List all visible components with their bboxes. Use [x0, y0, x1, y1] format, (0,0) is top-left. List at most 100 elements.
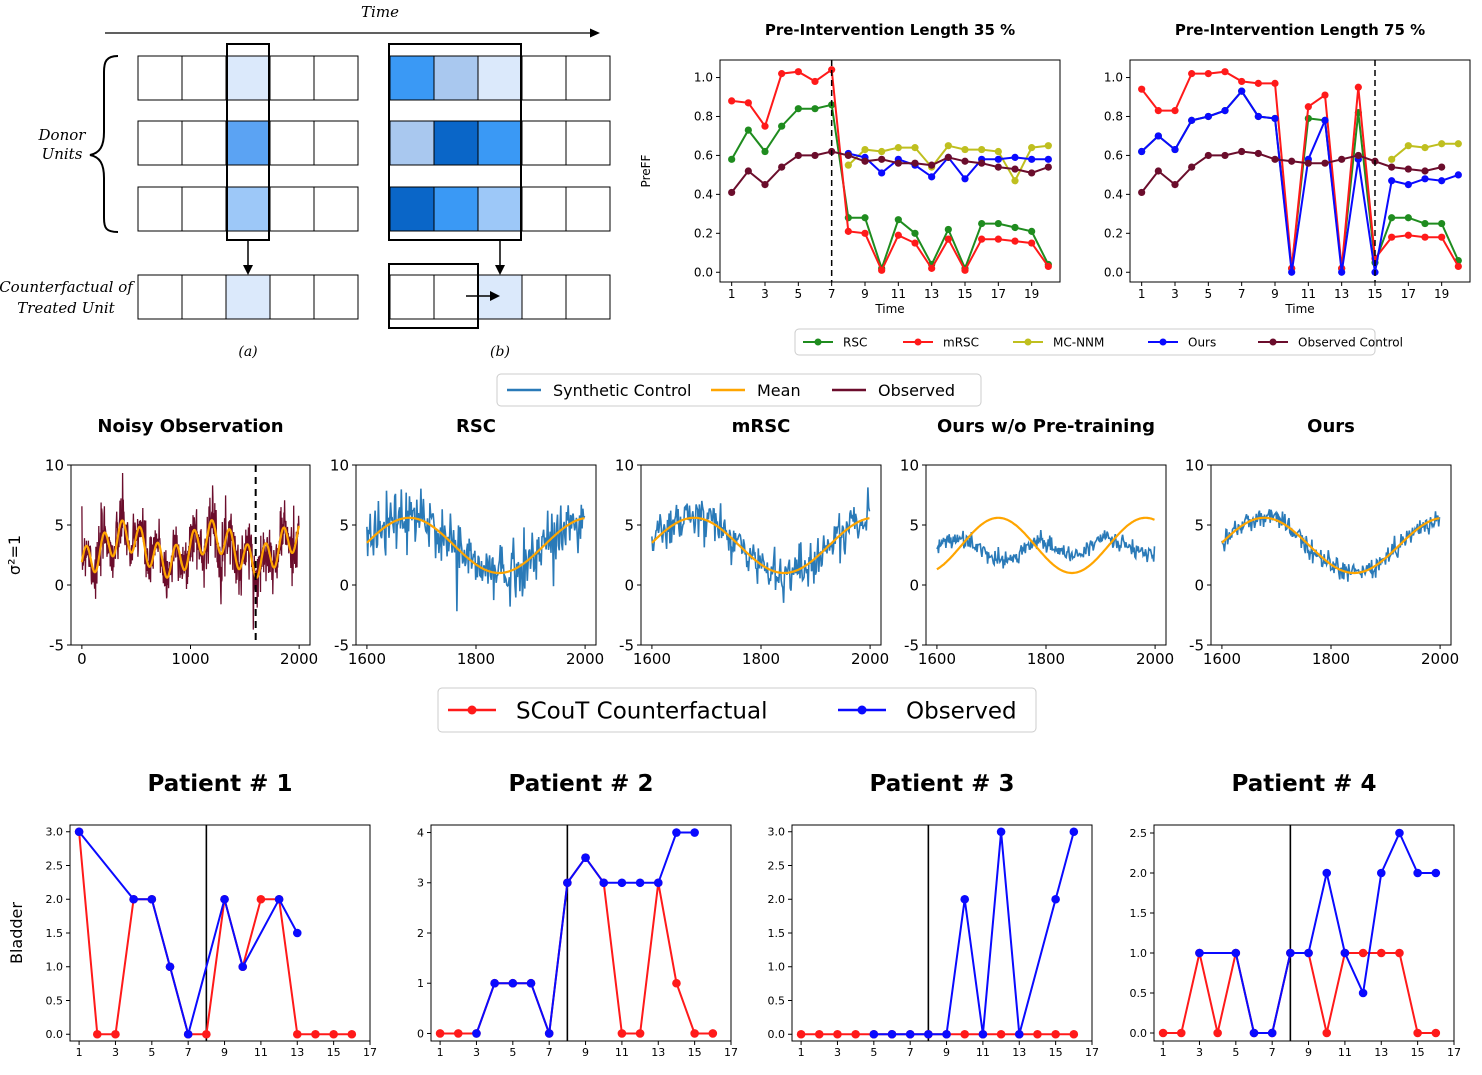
- y-tick-label: 5: [54, 516, 64, 534]
- data-point: [1011, 165, 1019, 173]
- y-tick-label: 1.0: [1130, 947, 1148, 960]
- y-tick-label: 2.0: [1130, 867, 1148, 880]
- legend-label: Mean: [757, 381, 801, 400]
- data-point: [1188, 116, 1196, 124]
- data-point: [1195, 948, 1204, 958]
- data-point: [1188, 163, 1196, 171]
- data-point: [1395, 948, 1404, 958]
- plot-area: [366, 488, 586, 612]
- data-point: [1044, 142, 1052, 150]
- a-donor-row3-cell: [181, 186, 227, 232]
- y-axis-label: Bladder: [7, 902, 26, 964]
- x-tick-label: 1800: [1027, 650, 1065, 668]
- data-point: [1271, 79, 1279, 87]
- data-point: [544, 1029, 554, 1038]
- x-tick-label: 13: [1334, 287, 1349, 301]
- legend-top: RSC mRSC MC-NNM Ours Observed Control: [794, 328, 1403, 356]
- y-tick-label: -5: [904, 636, 919, 654]
- chart-title: Ours w/o Pre-training: [937, 416, 1155, 437]
- legend-marker: [1024, 338, 1032, 346]
- x-axis-label: Time: [1284, 302, 1314, 316]
- data-point: [961, 266, 969, 274]
- y-tick-label: 1.0: [46, 961, 64, 974]
- data-point: [563, 878, 572, 888]
- data-point: [978, 235, 986, 243]
- data-point: [1028, 144, 1036, 152]
- b-cf-row-cell: [433, 274, 479, 320]
- mean-line: [366, 516, 585, 575]
- data-point: [1404, 142, 1412, 150]
- y-tick-label: 2.5: [1130, 827, 1148, 840]
- series-line-observed: [873, 831, 1075, 1036]
- chart-title: Patient # 2: [509, 771, 654, 797]
- x-tick-label: 7: [185, 1046, 192, 1059]
- x-tick-label: 1600: [918, 650, 956, 668]
- y-tick-label: 1.0: [768, 961, 786, 974]
- data-point: [794, 151, 802, 160]
- x-tick-label: 9: [1271, 287, 1279, 301]
- legend-frame: [794, 328, 1376, 356]
- y-axis-label: PreFF: [639, 154, 653, 187]
- chart-rsc: 1600 1800 2000 -5 0 5 10 RSC: [330, 416, 604, 668]
- data-point: [1288, 157, 1296, 165]
- data-point: [996, 1029, 1006, 1039]
- data-point: [911, 144, 919, 152]
- y-tick-label: 2.0: [768, 893, 786, 906]
- legend-marker: [1269, 338, 1277, 346]
- data-point: [1011, 223, 1019, 232]
- plot-frame: [925, 464, 1167, 646]
- data-point: [147, 894, 157, 904]
- data-point: [526, 978, 536, 988]
- data-point: [861, 145, 869, 154]
- x-tick-label: 2000: [566, 650, 604, 668]
- chart-title: Noisy Observation: [97, 416, 283, 437]
- data-point: [453, 1029, 463, 1038]
- data-point: [220, 894, 229, 904]
- chart-title: Pre-Intervention Length 35 %: [765, 21, 1015, 39]
- y-tick-label: 0.4: [694, 188, 713, 202]
- b-donor-row3-cell: [433, 186, 479, 232]
- data-point: [274, 894, 284, 904]
- data-point: [1154, 107, 1162, 115]
- y-tick-label: 3: [417, 877, 424, 890]
- x-tick-label: 15: [957, 287, 972, 301]
- y-tick-label: 0: [339, 576, 349, 594]
- b-down-arrow-head: [495, 265, 505, 275]
- data-point: [978, 1029, 988, 1039]
- a-donor-row1-cell: [313, 55, 359, 101]
- b-donor-row2-cell: [477, 120, 523, 166]
- data-point: [635, 878, 645, 888]
- synthetic-control-line: [936, 530, 1156, 569]
- y-tick-label: 0.8: [694, 110, 713, 124]
- a-cf-row-cell: [269, 274, 315, 320]
- y-tick-label: 0.0: [1104, 265, 1123, 279]
- legend-marker: [1159, 338, 1167, 346]
- data-point: [944, 142, 952, 150]
- data-point: [74, 827, 84, 837]
- x-tick-label: 7: [1238, 287, 1246, 301]
- a-cf-row-cell: [313, 274, 359, 320]
- data-point: [811, 105, 819, 113]
- data-point: [1376, 868, 1386, 878]
- x-tick-label: 0: [77, 650, 87, 668]
- x-tick-label: 17: [991, 287, 1006, 301]
- y-tick-label: 5: [909, 516, 919, 534]
- data-point: [878, 266, 886, 274]
- data-point: [311, 1029, 320, 1039]
- x-tick-label: 11: [1338, 1046, 1352, 1059]
- data-point: [960, 894, 970, 904]
- data-point: [1388, 214, 1396, 222]
- data-point: [1321, 91, 1329, 99]
- legend-label: Ours: [1188, 335, 1216, 349]
- data-point: [1011, 177, 1019, 185]
- data-point: [844, 227, 852, 235]
- data-point: [911, 159, 919, 167]
- y-tick-label: 0.4: [1104, 188, 1123, 202]
- data-point: [472, 1029, 481, 1038]
- x-tick-label: 1: [1138, 287, 1146, 301]
- data-point: [978, 159, 986, 167]
- b-donor-row2-cell: [565, 120, 611, 166]
- data-point: [435, 1029, 445, 1038]
- series-line-observed: [475, 831, 695, 1034]
- data-point: [887, 1029, 897, 1039]
